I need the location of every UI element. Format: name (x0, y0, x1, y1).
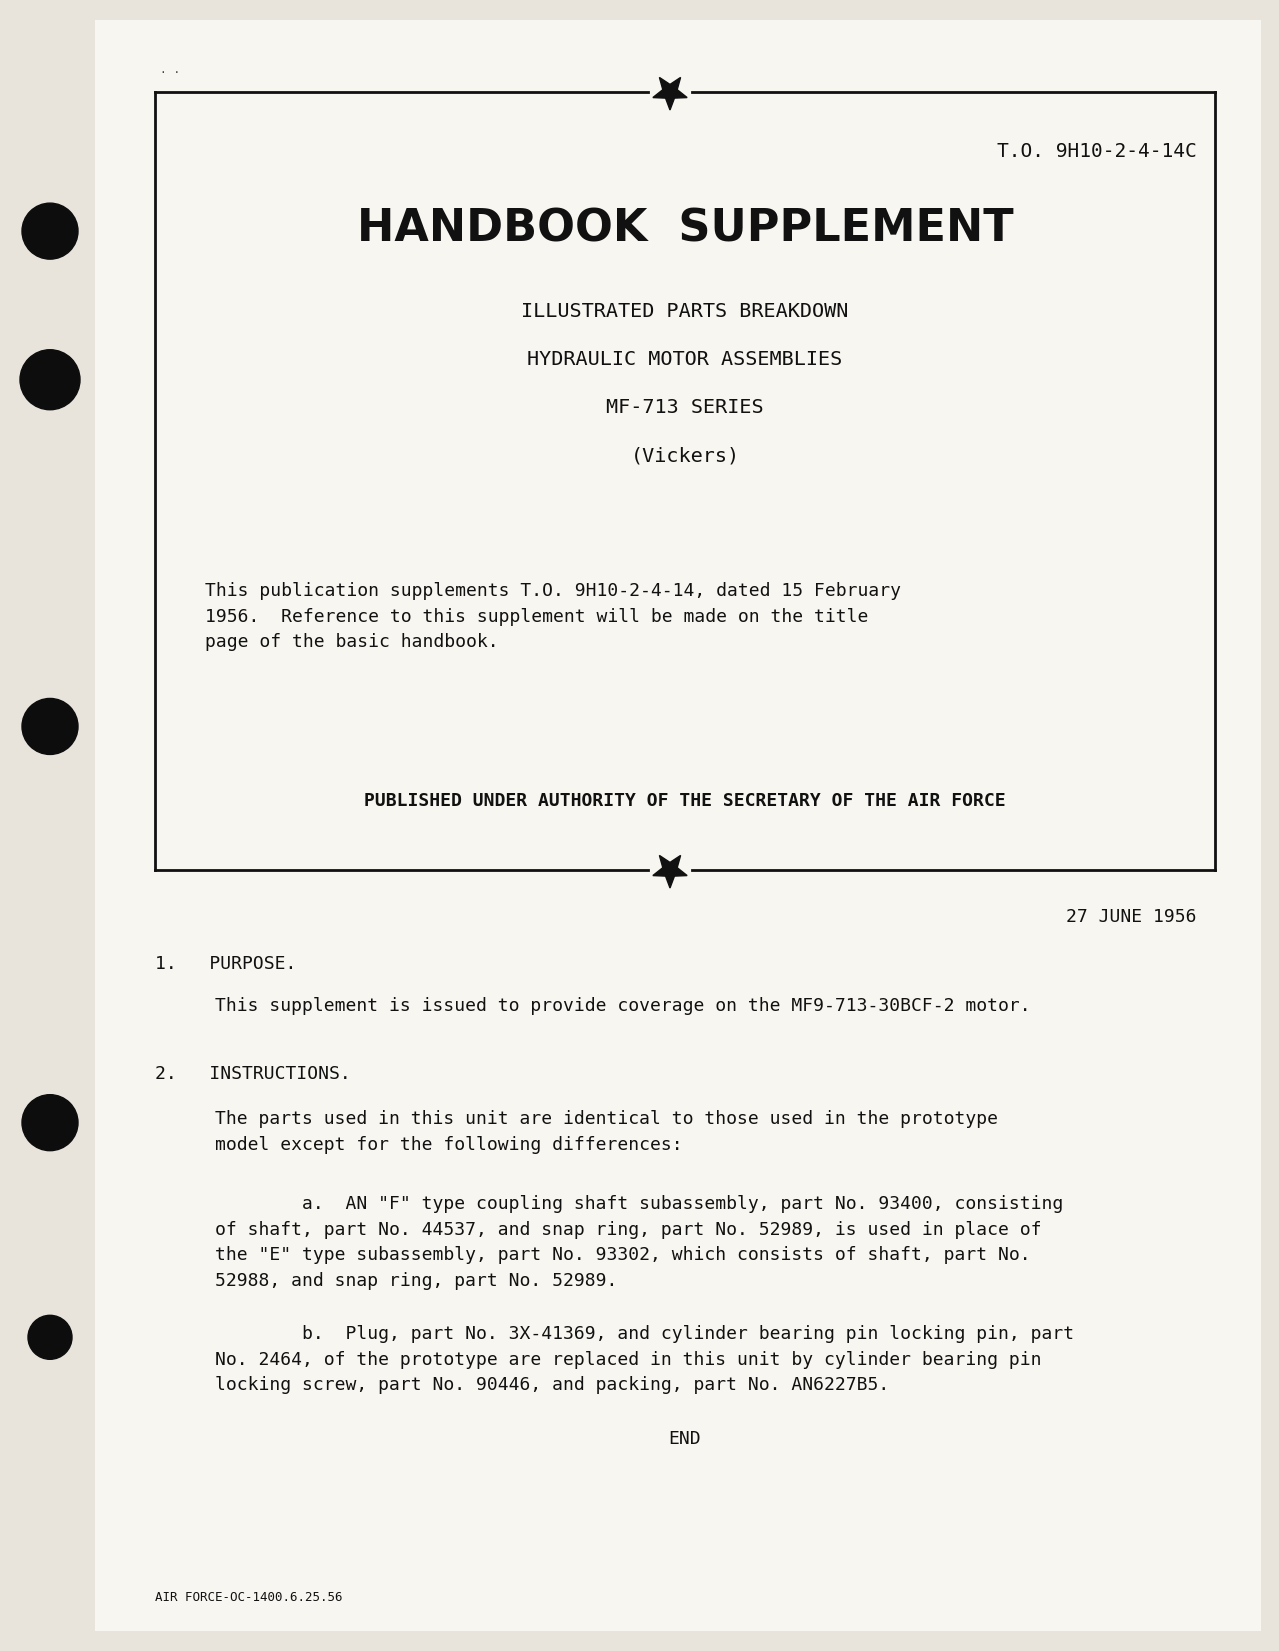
Circle shape (22, 1095, 78, 1151)
Text: 27 JUNE 1956: 27 JUNE 1956 (1067, 908, 1197, 926)
Text: . .: . . (160, 64, 180, 74)
Text: T.O. 9H10-2-4-14C: T.O. 9H10-2-4-14C (998, 142, 1197, 162)
Polygon shape (652, 855, 687, 888)
Text: 2.   INSTRUCTIONS.: 2. INSTRUCTIONS. (155, 1065, 350, 1083)
Text: a.  AN "F" type coupling shaft subassembly, part No. 93400, consisting
of shaft,: a. AN "F" type coupling shaft subassembl… (215, 1195, 1063, 1289)
Text: END: END (669, 1430, 701, 1448)
Text: ILLUSTRATED PARTS BREAKDOWN: ILLUSTRATED PARTS BREAKDOWN (522, 302, 849, 320)
Text: MF-713 SERIES: MF-713 SERIES (606, 398, 764, 418)
Circle shape (20, 350, 81, 409)
Text: AIR FORCE-OC-1400.6.25.56: AIR FORCE-OC-1400.6.25.56 (155, 1592, 343, 1605)
Circle shape (28, 1316, 72, 1359)
Text: The parts used in this unit are identical to those used in the prototype
model e: The parts used in this unit are identica… (215, 1109, 998, 1154)
Text: PUBLISHED UNDER AUTHORITY OF THE SECRETARY OF THE AIR FORCE: PUBLISHED UNDER AUTHORITY OF THE SECRETA… (365, 792, 1005, 811)
Text: 1.   PURPOSE.: 1. PURPOSE. (155, 954, 297, 972)
Text: (Vickers): (Vickers) (631, 446, 739, 466)
Circle shape (22, 203, 78, 259)
Text: This supplement is issued to provide coverage on the MF9-713-30BCF-2 motor.: This supplement is issued to provide cov… (215, 997, 1031, 1015)
Circle shape (22, 698, 78, 755)
Polygon shape (652, 78, 687, 111)
Text: b.  Plug, part No. 3X-41369, and cylinder bearing pin locking pin, part
No. 2464: b. Plug, part No. 3X-41369, and cylinder… (215, 1326, 1074, 1395)
Text: This publication supplements T.O. 9H10-2-4-14, dated 15 February
1956.  Referenc: This publication supplements T.O. 9H10-2… (205, 583, 900, 652)
Text: HANDBOOK  SUPPLEMENT: HANDBOOK SUPPLEMENT (357, 206, 1013, 249)
Text: HYDRAULIC MOTOR ASSEMBLIES: HYDRAULIC MOTOR ASSEMBLIES (527, 350, 843, 370)
